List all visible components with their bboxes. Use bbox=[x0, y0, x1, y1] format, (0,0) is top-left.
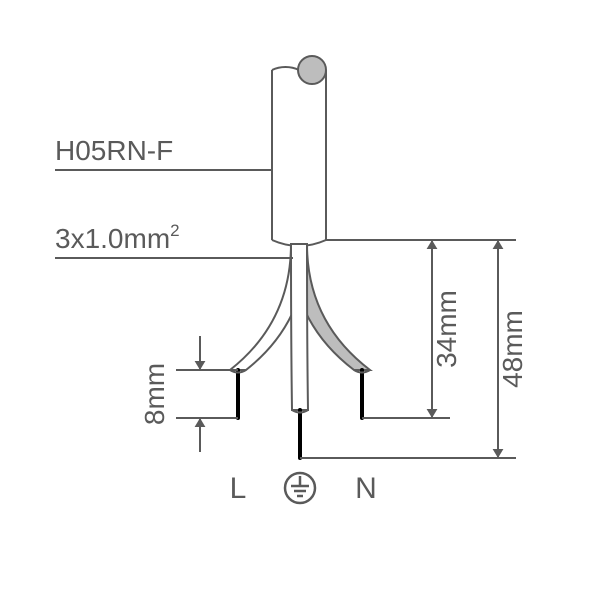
break-arc-left bbox=[272, 67, 299, 70]
arrowhead bbox=[195, 418, 206, 427]
wire-earth-insulation bbox=[291, 244, 308, 410]
arrowhead bbox=[427, 240, 438, 249]
arrowhead bbox=[427, 409, 438, 418]
label-N: N bbox=[355, 472, 377, 505]
arrowhead bbox=[493, 240, 504, 249]
arrowhead bbox=[195, 361, 206, 370]
label-8mm: 8mm bbox=[139, 363, 170, 425]
label-48mm: 48mm bbox=[497, 310, 528, 388]
label-34mm: 34mm bbox=[431, 290, 462, 368]
label-cable-type: H05RN-F bbox=[55, 135, 173, 166]
label-cross-section: 3x1.0mm2 bbox=[55, 221, 180, 254]
arrowhead bbox=[493, 449, 504, 458]
break-circle bbox=[298, 56, 326, 84]
label-L: L bbox=[230, 472, 247, 505]
